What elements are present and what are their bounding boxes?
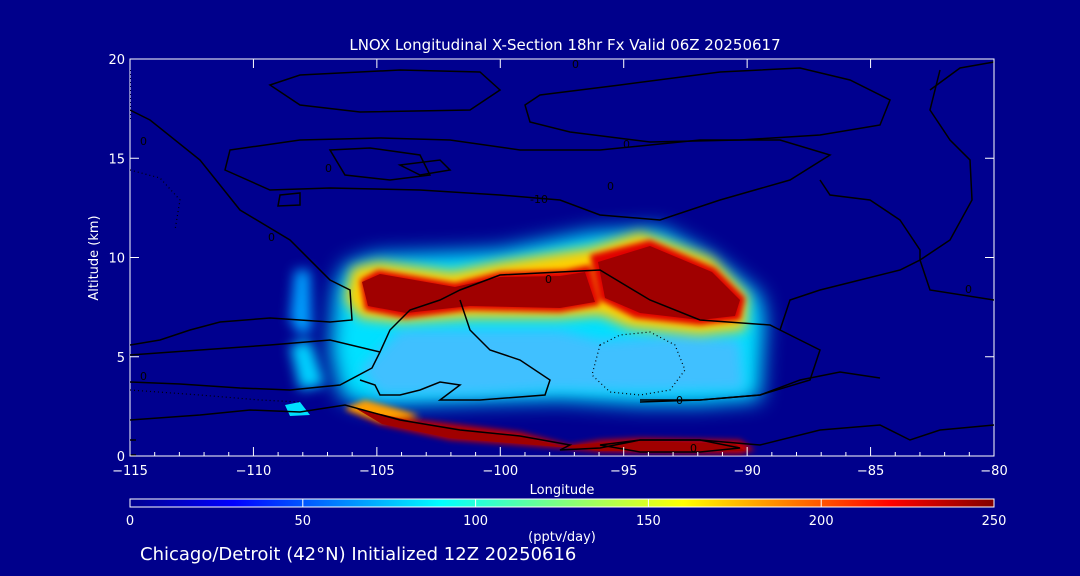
- chart-title: LNOX Longitudinal X-Section 18hr Fx Vali…: [349, 36, 780, 54]
- contour-label: 0: [623, 138, 630, 151]
- contour-line: [397, 159, 452, 176]
- heat-dark-surface: [355, 408, 745, 451]
- heat-surface-band: [345, 402, 755, 454]
- colorbar-label: (pptv/day): [528, 530, 596, 545]
- contour-lines: [130, 61, 994, 456]
- heat-left-spot: [285, 402, 310, 416]
- contour-line: [929, 61, 994, 91]
- contour-line: [599, 439, 741, 453]
- contour-line: [639, 371, 881, 403]
- y-tick-label: 20: [108, 53, 125, 68]
- x-tick-label: −105: [359, 464, 395, 479]
- contour-line: [268, 69, 502, 113]
- y-tick-label: 10: [108, 252, 125, 267]
- x-tick-label: −110: [236, 464, 272, 479]
- heat-dark-core-right: [598, 246, 740, 320]
- contour-line: [524, 67, 891, 143]
- contour-line: [224, 137, 832, 221]
- x-axis: −115 −110 −105 −100 −95 −90 −85 −80: [112, 59, 1008, 479]
- contour-line: [779, 179, 921, 331]
- contour-line: [359, 299, 551, 401]
- contour-label: 0: [140, 370, 147, 383]
- colorbar-tick-label: 50: [295, 514, 312, 529]
- dotted-contour-line: [591, 331, 686, 396]
- dotted-contour-line: [130, 389, 301, 403]
- contour-label: 0: [607, 180, 614, 193]
- y-tick-label: 15: [108, 152, 125, 167]
- contour-label: 0: [325, 162, 332, 175]
- contour-label: -10: [530, 193, 548, 206]
- contour-label: 0: [268, 231, 275, 244]
- contour-label: 0: [140, 135, 147, 148]
- contour-line: [379, 269, 821, 401]
- colorbar-tick-label: 250: [982, 514, 1007, 529]
- colorbar: [129, 498, 995, 508]
- x-tick-label: −85: [857, 464, 884, 479]
- colorbar-tick-label: 150: [636, 514, 661, 529]
- footer-caption: Chicago/Detroit (42°N) Initialized 12Z 2…: [140, 544, 576, 565]
- contour-label-group: 0 0 0 0 0 0 -10 0 0 0 0 0: [140, 58, 972, 455]
- contour-line: [130, 109, 353, 346]
- contour-line: [328, 147, 432, 181]
- contour-label: 0: [690, 442, 697, 455]
- heat-field: [285, 228, 765, 454]
- colorbar-tick-label: 200: [809, 514, 834, 529]
- y-tick-label: 5: [117, 351, 125, 366]
- x-tick-label: −100: [482, 464, 518, 479]
- heat-light-blue: [360, 330, 745, 395]
- y-axis: 0 5 10 15 20: [108, 53, 994, 465]
- heat-mid-plume: [290, 340, 325, 390]
- heat-dark-core-left: [362, 272, 595, 313]
- x-tick-label: −95: [610, 464, 637, 479]
- heat-left-plume: [290, 270, 312, 335]
- contour-line: [130, 404, 994, 451]
- x-tick-label: −90: [733, 464, 760, 479]
- heat-surface-edge: [345, 400, 420, 420]
- colorbar-tick-label: 0: [126, 514, 134, 529]
- contour-label: 0: [572, 58, 579, 71]
- dotted-contours: [130, 70, 686, 403]
- x-tick-label: −80: [980, 464, 1007, 479]
- x-axis-label: Longitude: [530, 483, 595, 498]
- contour-line: [919, 69, 994, 301]
- contour-label: 0: [545, 273, 552, 286]
- contour-label: 0: [676, 394, 683, 407]
- contour-line: [277, 192, 301, 207]
- contour-label: 0: [965, 283, 972, 296]
- colorbar-ticks: 0 50 100 150 200 250: [126, 499, 1007, 529]
- colorbar-tick-label: 100: [463, 514, 488, 529]
- contour-line: [130, 339, 382, 391]
- x-tick-label: −115: [112, 464, 148, 479]
- y-tick-label: 0: [117, 450, 125, 465]
- y-axis-label: Altitude (km): [87, 215, 102, 300]
